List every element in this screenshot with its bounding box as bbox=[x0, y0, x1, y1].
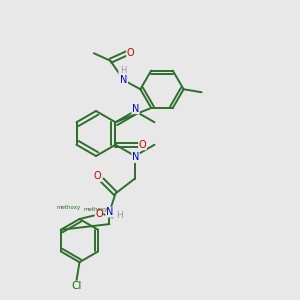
Text: H: H bbox=[119, 69, 126, 78]
Text: H: H bbox=[119, 69, 126, 78]
Text: O: O bbox=[139, 140, 146, 150]
Text: H: H bbox=[120, 66, 127, 75]
Text: methoxy: methoxy bbox=[84, 207, 108, 212]
Text: N: N bbox=[120, 75, 128, 85]
Text: H: H bbox=[119, 69, 126, 78]
Text: O: O bbox=[127, 48, 134, 58]
Text: O: O bbox=[94, 171, 101, 182]
Text: methoxy: methoxy bbox=[57, 205, 81, 210]
Text: O: O bbox=[95, 209, 103, 219]
Text: N: N bbox=[132, 103, 139, 114]
Text: Cl: Cl bbox=[71, 281, 82, 291]
Text: H: H bbox=[117, 211, 123, 220]
Text: N: N bbox=[132, 152, 139, 163]
Text: N: N bbox=[106, 207, 113, 217]
